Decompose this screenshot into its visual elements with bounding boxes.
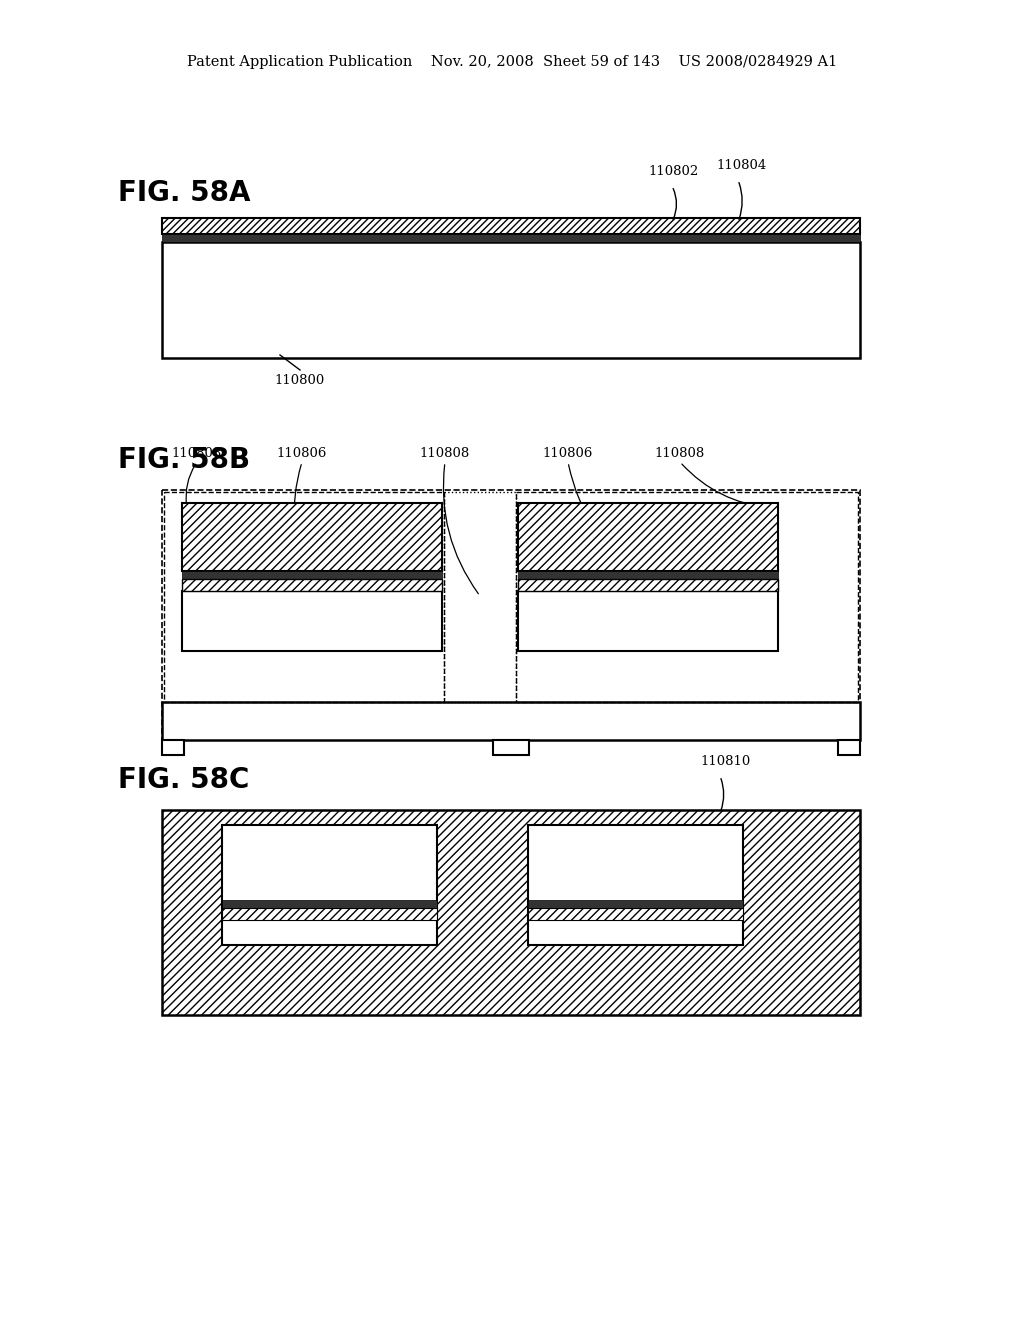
Text: FIG. 58C: FIG. 58C [118, 766, 250, 795]
Text: 110806: 110806 [543, 447, 593, 459]
Bar [222, 908, 437, 920]
Bar [182, 503, 442, 572]
Bar [444, 492, 516, 702]
Bar [182, 591, 442, 651]
Bar [162, 242, 860, 358]
Text: 110804: 110804 [716, 158, 766, 172]
Text: 110810: 110810 [700, 755, 751, 768]
Bar [222, 900, 437, 908]
Text: 110808: 110808 [172, 447, 222, 459]
Text: 110800: 110800 [274, 374, 326, 387]
Bar [162, 702, 860, 741]
Bar [164, 492, 444, 702]
Bar [528, 908, 743, 920]
Bar [162, 810, 860, 1015]
Text: 110808: 110808 [420, 447, 470, 459]
Bar [162, 218, 860, 234]
Bar [162, 490, 860, 741]
Text: 110808: 110808 [655, 447, 706, 459]
Bar [182, 572, 442, 579]
Text: FIG. 58A: FIG. 58A [118, 180, 251, 207]
Bar [222, 825, 437, 945]
Bar [518, 579, 778, 591]
Bar [838, 741, 860, 755]
Bar [518, 503, 778, 572]
Text: 110806: 110806 [276, 447, 328, 459]
Text: FIG. 58B: FIG. 58B [118, 446, 250, 474]
Bar [182, 579, 442, 591]
Bar [518, 572, 778, 579]
Bar [528, 900, 743, 908]
Bar [516, 492, 858, 702]
Bar [162, 234, 860, 242]
Text: 110802: 110802 [648, 165, 698, 178]
Bar [493, 741, 529, 755]
Text: Patent Application Publication    Nov. 20, 2008  Sheet 59 of 143    US 2008/0284: Patent Application Publication Nov. 20, … [186, 55, 838, 69]
Bar [518, 591, 778, 651]
Bar [162, 741, 184, 755]
Bar [528, 825, 743, 945]
